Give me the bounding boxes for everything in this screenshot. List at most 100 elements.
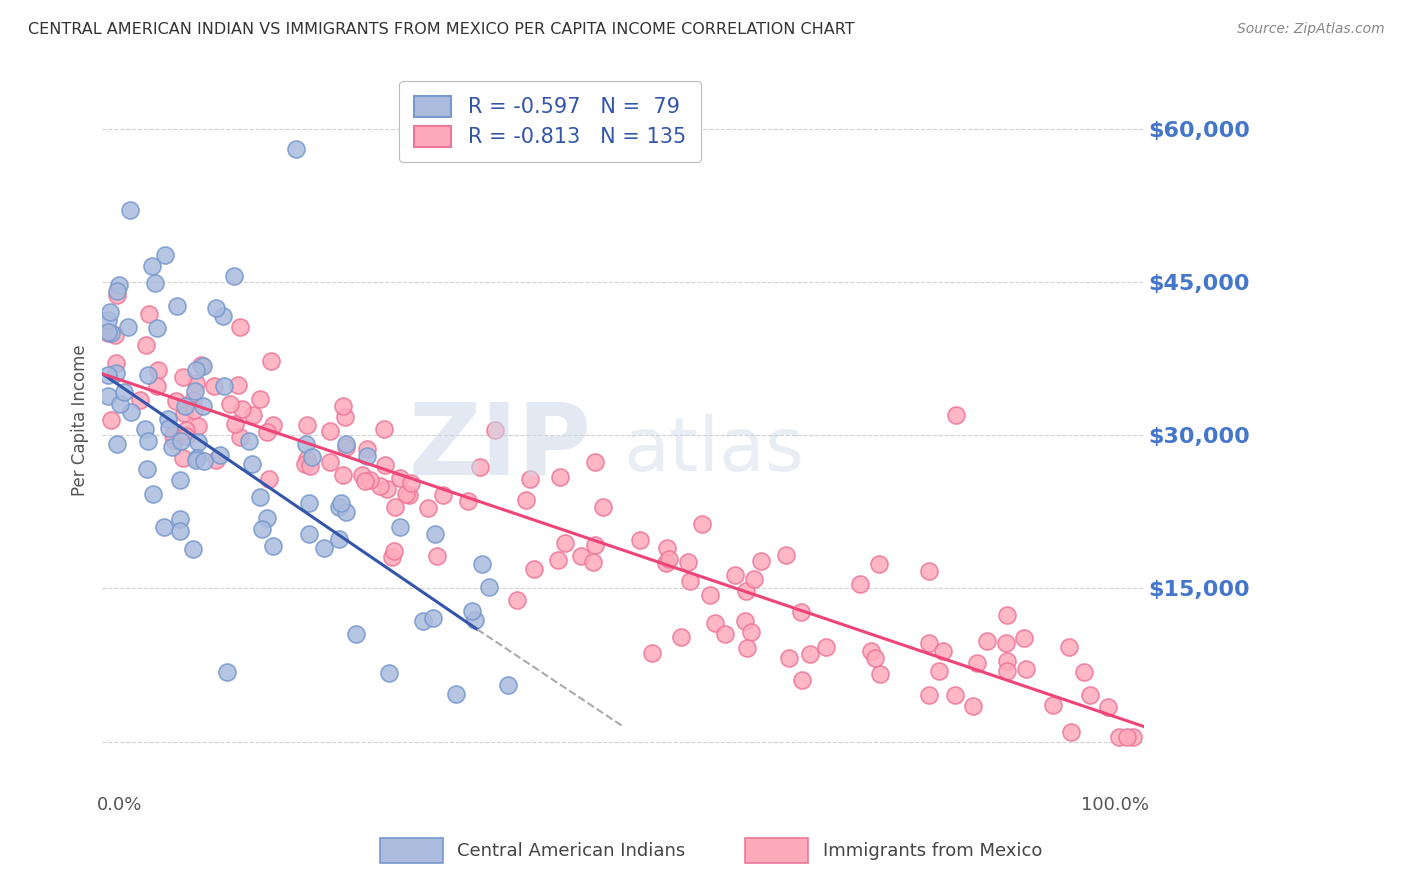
Point (515, 492, 537, 507)
Point (260, 354, 283, 368)
Point (425, 527, 447, 541)
Point (105, 284, 128, 298)
Point (548, 470, 571, 484)
Point (735, 641, 758, 656)
Text: Immigrants from Mexico: Immigrants from Mexico (823, 842, 1042, 860)
Point (256, 511, 278, 525)
Point (108, 278, 131, 293)
Point (1060, 725, 1083, 739)
Point (1015, 662, 1038, 676)
Point (187, 435, 209, 450)
Point (218, 397, 240, 411)
Point (789, 605, 811, 619)
Point (356, 450, 378, 464)
Point (138, 368, 160, 383)
Point (583, 538, 606, 552)
Point (231, 401, 253, 416)
Point (163, 433, 186, 447)
Point (295, 437, 318, 451)
Point (744, 572, 766, 586)
Point (335, 505, 357, 519)
Point (918, 636, 941, 650)
Point (350, 468, 373, 483)
Point (105, 366, 128, 380)
Point (658, 551, 681, 566)
Point (294, 457, 316, 471)
Point (328, 500, 350, 514)
Point (416, 500, 439, 515)
Point (298, 496, 321, 510)
Point (301, 450, 323, 464)
Point (457, 493, 479, 508)
Point (215, 665, 238, 679)
Point (173, 406, 195, 420)
Point (169, 524, 191, 538)
Point (583, 455, 606, 469)
Point (242, 409, 264, 423)
Point (384, 500, 406, 514)
Point (356, 442, 378, 457)
Point (484, 423, 506, 437)
Point (104, 356, 127, 370)
Point (332, 467, 354, 482)
Point (162, 440, 184, 454)
Point (464, 613, 486, 627)
Point (388, 520, 411, 534)
Text: ZIP: ZIP (409, 399, 592, 496)
Point (183, 384, 205, 398)
Text: 0.0%: 0.0% (97, 797, 142, 814)
Point (335, 441, 357, 455)
Point (284, 142, 307, 156)
Point (995, 636, 1018, 650)
Point (204, 452, 226, 467)
Text: 100.0%: 100.0% (1081, 797, 1149, 814)
Point (1042, 698, 1064, 713)
Point (256, 425, 278, 439)
Point (98, 305, 121, 319)
Point (734, 614, 756, 628)
Point (928, 664, 950, 678)
Point (506, 593, 529, 607)
Point (120, 203, 142, 218)
Point (740, 624, 762, 639)
Point (152, 519, 174, 533)
Point (966, 656, 988, 670)
Point (330, 496, 353, 510)
Point (995, 607, 1018, 622)
Point (860, 644, 883, 658)
Point (943, 689, 966, 703)
Point (222, 269, 245, 284)
Point (191, 400, 214, 414)
Point (814, 640, 837, 654)
Point (703, 615, 725, 630)
Point (655, 557, 678, 571)
Point (190, 358, 212, 372)
Point (249, 490, 271, 504)
Point (1012, 631, 1035, 645)
Point (395, 487, 418, 501)
Point (173, 399, 195, 413)
Point (249, 392, 271, 407)
Point (262, 418, 284, 433)
Point (778, 650, 800, 665)
Point (172, 369, 194, 384)
Point (699, 588, 721, 602)
Point (153, 248, 176, 262)
Point (193, 454, 215, 468)
Point (100, 413, 122, 427)
Point (146, 363, 169, 377)
Point (332, 399, 354, 413)
Point (105, 437, 128, 451)
Text: Source: ZipAtlas.com: Source: ZipAtlas.com (1237, 22, 1385, 37)
Point (262, 540, 284, 554)
Point (172, 451, 194, 466)
Point (868, 557, 890, 571)
Point (547, 553, 569, 567)
Point (224, 417, 246, 431)
Point (799, 647, 821, 661)
Point (865, 651, 887, 665)
Point (135, 338, 157, 352)
Point (295, 418, 318, 433)
Point (105, 287, 128, 301)
Point (945, 408, 967, 422)
